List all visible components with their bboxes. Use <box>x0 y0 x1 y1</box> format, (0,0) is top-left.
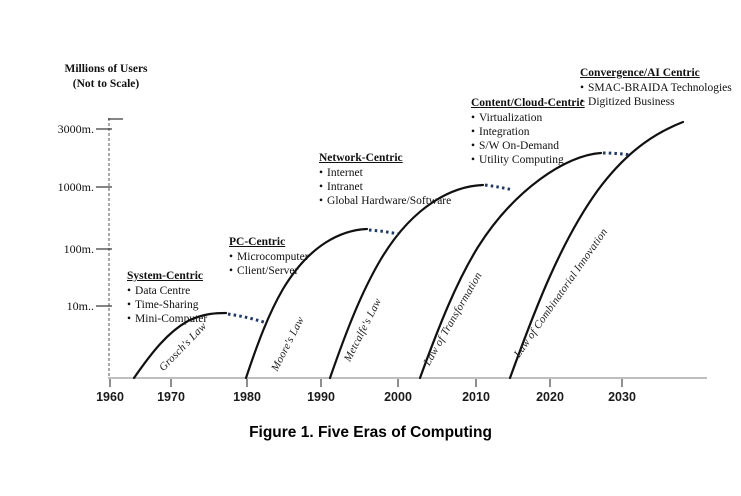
era-bullet: Mini-Computer <box>127 312 207 326</box>
era-bullet: Time-Sharing <box>127 298 207 312</box>
era-bullet: Virtualization <box>471 111 585 125</box>
era-bullet: S/W On-Demand <box>471 139 585 153</box>
y-tick-label-1000m: 1000m. <box>57 180 94 194</box>
y-tick-label-3000m: 3000m. <box>57 122 94 136</box>
y-tick-label-100m: 100m. <box>63 242 94 256</box>
era-bullet: Internet <box>319 166 451 180</box>
y-axis-ticks <box>96 128 112 307</box>
era-transition-dotted-segments <box>227 151 631 325</box>
era-annotation-network-centric: Network-Centric Internet Intranet Global… <box>319 151 451 208</box>
y-axis-title-line2: (Not to Scale) <box>72 78 140 90</box>
era-heading: System-Centric <box>127 270 204 282</box>
x-tick-label-2010: 2010 <box>462 390 490 404</box>
era-heading: Network-Centric <box>319 152 403 164</box>
era-annotation-system-centric: System-Centric Data Centre Time-Sharing … <box>127 269 207 326</box>
era-bullet: Intranet <box>319 180 451 194</box>
era-heading: PC-Centric <box>229 236 286 248</box>
y-axis-title-line1: Millions of Users <box>64 63 148 75</box>
x-tick-label-2030: 2030 <box>608 390 636 404</box>
era-heading: Content/Cloud-Centric <box>471 97 585 109</box>
curve-convergence-ai-centric <box>508 120 685 380</box>
transition-dotted-1 <box>227 312 268 325</box>
era-bullet: Client/Server <box>229 264 309 278</box>
y-axis-title: Millions of Users (Not to Scale) <box>40 62 172 92</box>
era-curves <box>132 120 685 380</box>
x-tick-label-1960: 1960 <box>96 390 124 404</box>
era-bullet: Integration <box>471 125 585 139</box>
era-bullet: Microcomputer <box>229 250 309 264</box>
era-bullet: Digitized Business <box>580 95 732 109</box>
figure-caption: Figure 1. Five Eras of Computing <box>249 424 492 441</box>
x-tick-label-1970: 1970 <box>157 390 185 404</box>
era-annotation-content-cloud-centric: Content/Cloud-Centric Virtualization Int… <box>471 96 585 167</box>
era-bullet: Data Centre <box>127 284 207 298</box>
transition-dotted-4 <box>602 151 631 157</box>
x-tick-label-1990: 1990 <box>307 390 335 404</box>
era-bullet: Global Hardware/Software <box>319 194 451 208</box>
transition-dotted-3 <box>484 183 514 192</box>
x-tick-label-2020: 2020 <box>536 390 564 404</box>
x-tick-label-1980: 1980 <box>233 390 261 404</box>
era-heading: Convergence/AI Centric <box>580 67 700 79</box>
transition-dotted-2 <box>368 228 399 236</box>
era-bullet: SMAC-BRAIDA Technologies <box>580 81 732 95</box>
era-annotation-convergence-ai-centric: Convergence/AI Centric SMAC-BRAIDA Techn… <box>580 66 732 109</box>
era-bullet: Utility Computing <box>471 153 585 167</box>
era-annotation-pc-centric: PC-Centric Microcomputer Client/Server <box>229 235 309 278</box>
curve-pc-centric <box>244 227 369 380</box>
y-tick-label-10m: 10m.. <box>66 299 94 313</box>
x-tick-label-2000: 2000 <box>384 390 412 404</box>
x-axis-ticks <box>109 379 623 387</box>
curve-network-centric <box>328 183 485 380</box>
